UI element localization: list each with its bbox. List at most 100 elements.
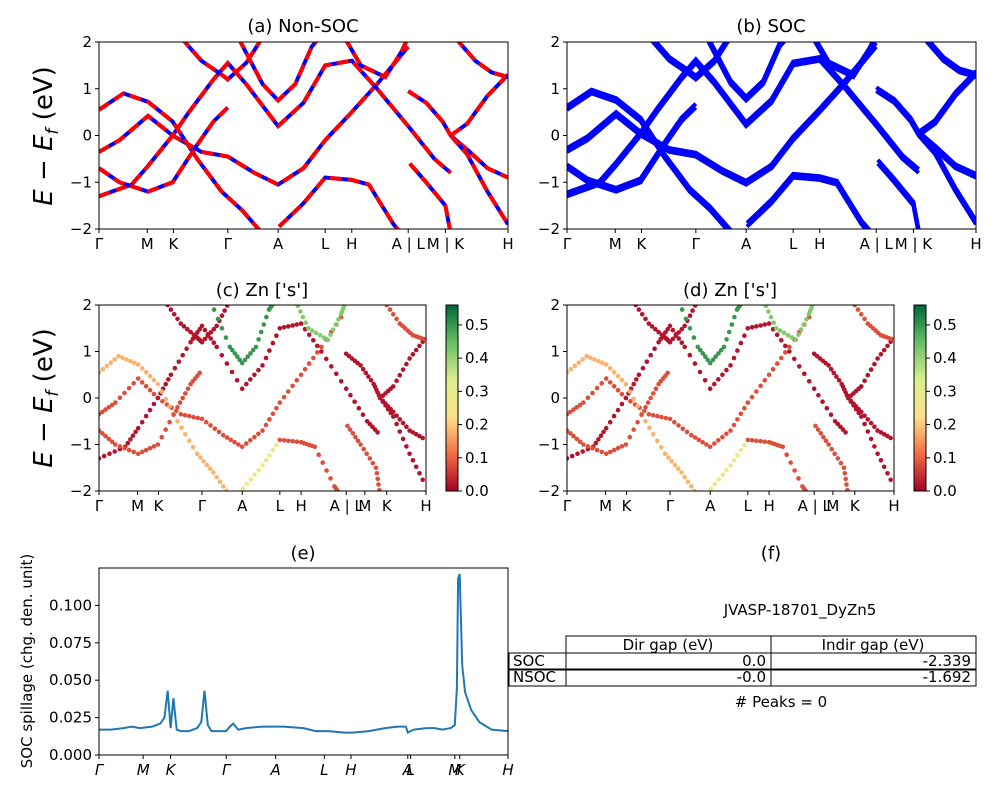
projection-dot bbox=[636, 372, 642, 378]
xtick-label: K bbox=[850, 497, 861, 515]
projection-dot bbox=[787, 349, 792, 354]
projection-dot bbox=[197, 326, 202, 332]
projection-dot bbox=[572, 363, 578, 369]
projection-dot bbox=[245, 354, 250, 359]
projection-dot bbox=[676, 330, 682, 335]
projection-dot bbox=[639, 412, 644, 418]
projection-dot bbox=[838, 460, 844, 466]
projection-dot bbox=[801, 322, 806, 327]
projection-dot bbox=[728, 363, 733, 368]
xtick-label: H bbox=[814, 235, 825, 253]
projection-dot bbox=[375, 476, 381, 482]
projection-dot bbox=[698, 347, 703, 353]
projection-dot bbox=[165, 305, 170, 308]
colorbar-tick-label: 0.3 bbox=[933, 382, 957, 400]
projection-dot bbox=[420, 435, 426, 441]
projection-dot bbox=[407, 356, 412, 361]
projection-dot bbox=[663, 415, 669, 421]
projection-dot bbox=[205, 333, 211, 339]
ytick-label: 0.000 bbox=[49, 746, 92, 764]
projection-dot bbox=[404, 424, 409, 430]
projection-dot bbox=[689, 432, 694, 438]
projection-dot bbox=[823, 438, 829, 444]
projection-dot bbox=[135, 362, 141, 367]
spillage-line bbox=[99, 573, 509, 735]
projection-dot bbox=[745, 400, 751, 405]
projection-dot bbox=[603, 376, 609, 381]
projection-dot bbox=[277, 437, 283, 443]
colorbar-tick-label: 0.0 bbox=[465, 482, 489, 500]
projection-dot bbox=[779, 355, 784, 361]
projection-dot bbox=[270, 340, 276, 346]
projection-dot bbox=[824, 405, 830, 411]
projection-dot bbox=[375, 430, 380, 435]
projection-dot bbox=[113, 400, 118, 405]
xtick-label: A bbox=[237, 497, 248, 515]
projection-dot bbox=[649, 324, 655, 329]
projection-dot bbox=[328, 476, 333, 481]
projection-dot bbox=[256, 337, 261, 342]
projection-dot bbox=[652, 346, 657, 352]
projection-dot bbox=[147, 407, 153, 413]
projection-dot bbox=[852, 305, 858, 308]
xtick-label: A | L bbox=[860, 235, 894, 253]
xtick-label: M bbox=[141, 235, 154, 253]
xtick-label: Γ bbox=[692, 235, 701, 253]
projection-dot bbox=[341, 305, 347, 309]
projection-dot bbox=[724, 431, 729, 437]
projection-dot bbox=[731, 422, 737, 428]
projection-dot bbox=[256, 467, 261, 473]
projection-dot bbox=[628, 399, 633, 404]
projection-dot bbox=[185, 326, 190, 332]
ytick-label: 2 bbox=[550, 33, 560, 51]
projection-dot bbox=[758, 383, 763, 389]
projection-dot bbox=[261, 322, 267, 327]
panel-d-yticks: 2 1 0 −1 −2 bbox=[538, 296, 567, 500]
xtick-label: A | L bbox=[798, 497, 832, 515]
projection-dot bbox=[168, 372, 174, 378]
projection-dot bbox=[826, 442, 831, 447]
projection-dot bbox=[353, 434, 358, 440]
projection-dot bbox=[889, 336, 894, 342]
projection-dot bbox=[240, 486, 246, 491]
projection-dot bbox=[643, 316, 648, 322]
projection-dot bbox=[596, 358, 601, 364]
projection-dot bbox=[239, 360, 245, 366]
xtick-label: M bbox=[137, 761, 150, 779]
projection-dot bbox=[160, 399, 165, 404]
projection-dot bbox=[724, 467, 729, 473]
projection-dot bbox=[190, 336, 196, 342]
colorbar-tick-label: 0.1 bbox=[933, 449, 957, 467]
projection-dot bbox=[619, 444, 625, 449]
panel-c-yticks: 2 1 0 −1 −2 bbox=[70, 296, 99, 500]
projection-dot bbox=[571, 407, 576, 412]
projection-dot bbox=[221, 484, 226, 489]
projection-dot bbox=[155, 395, 161, 401]
projection-dot bbox=[204, 419, 209, 425]
band-line-down bbox=[344, 42, 409, 80]
projection-dot bbox=[167, 404, 172, 409]
projection-dot bbox=[294, 439, 300, 445]
projection-dot bbox=[804, 317, 809, 322]
projection-dot bbox=[184, 346, 189, 352]
xtick-label: Γ bbox=[563, 235, 572, 253]
panel-f-title: (f) bbox=[761, 543, 781, 564]
projection-dot bbox=[771, 320, 776, 326]
projection-dot bbox=[672, 462, 678, 468]
band-line-up bbox=[99, 58, 453, 199]
projection-dot bbox=[394, 378, 399, 384]
projection-dot bbox=[319, 349, 324, 354]
projection-dot bbox=[872, 424, 877, 430]
band-line-soc bbox=[924, 42, 976, 80]
projection-dot bbox=[785, 332, 791, 338]
projection-dot bbox=[175, 419, 180, 424]
xtick-label: M bbox=[131, 497, 144, 515]
projection-dot bbox=[281, 394, 287, 400]
projection-dot bbox=[358, 442, 363, 447]
projection-dot bbox=[568, 431, 573, 436]
projection-dot bbox=[768, 314, 774, 320]
projection-dot bbox=[256, 367, 261, 373]
projection-dot bbox=[682, 344, 687, 350]
